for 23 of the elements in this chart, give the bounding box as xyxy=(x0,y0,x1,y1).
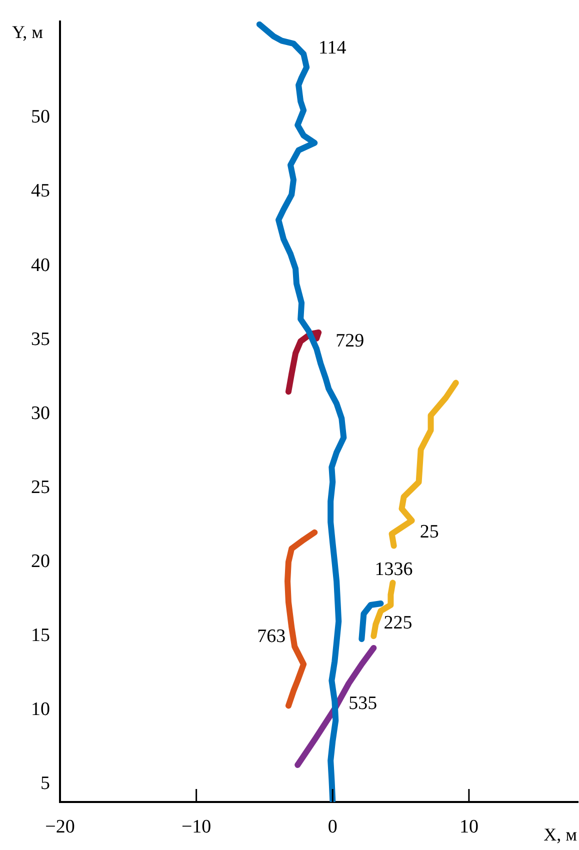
x-tick-label: 10 xyxy=(459,816,478,838)
y-tick-label: 45 xyxy=(31,180,50,202)
x-tick-label: 0 xyxy=(328,816,338,838)
series-label: 729 xyxy=(336,330,364,352)
series-label: 25 xyxy=(420,522,439,543)
y-tick-label: 5 xyxy=(40,773,50,794)
series-label: 225 xyxy=(384,612,412,634)
y-tick-label: 50 xyxy=(31,106,50,128)
y-tick-label: 40 xyxy=(31,254,50,276)
y-tick-label: 20 xyxy=(31,551,50,572)
y-tick-label: 10 xyxy=(31,699,50,720)
series-label: 114 xyxy=(318,38,347,59)
y-axis-title: Y, м xyxy=(12,22,44,42)
series-label: 763 xyxy=(257,626,286,648)
series-label: 535 xyxy=(348,693,378,714)
x-tick-label: −10 xyxy=(181,816,212,838)
x-tick-label: −20 xyxy=(45,816,75,838)
x-axis-title: X, м xyxy=(544,824,577,845)
series-label: 1336 xyxy=(374,558,413,580)
y-tick-label: 15 xyxy=(31,625,50,646)
y-tick-label: 30 xyxy=(31,402,50,424)
y-tick-label: 35 xyxy=(31,328,50,350)
y-tick-label: 25 xyxy=(31,476,50,498)
